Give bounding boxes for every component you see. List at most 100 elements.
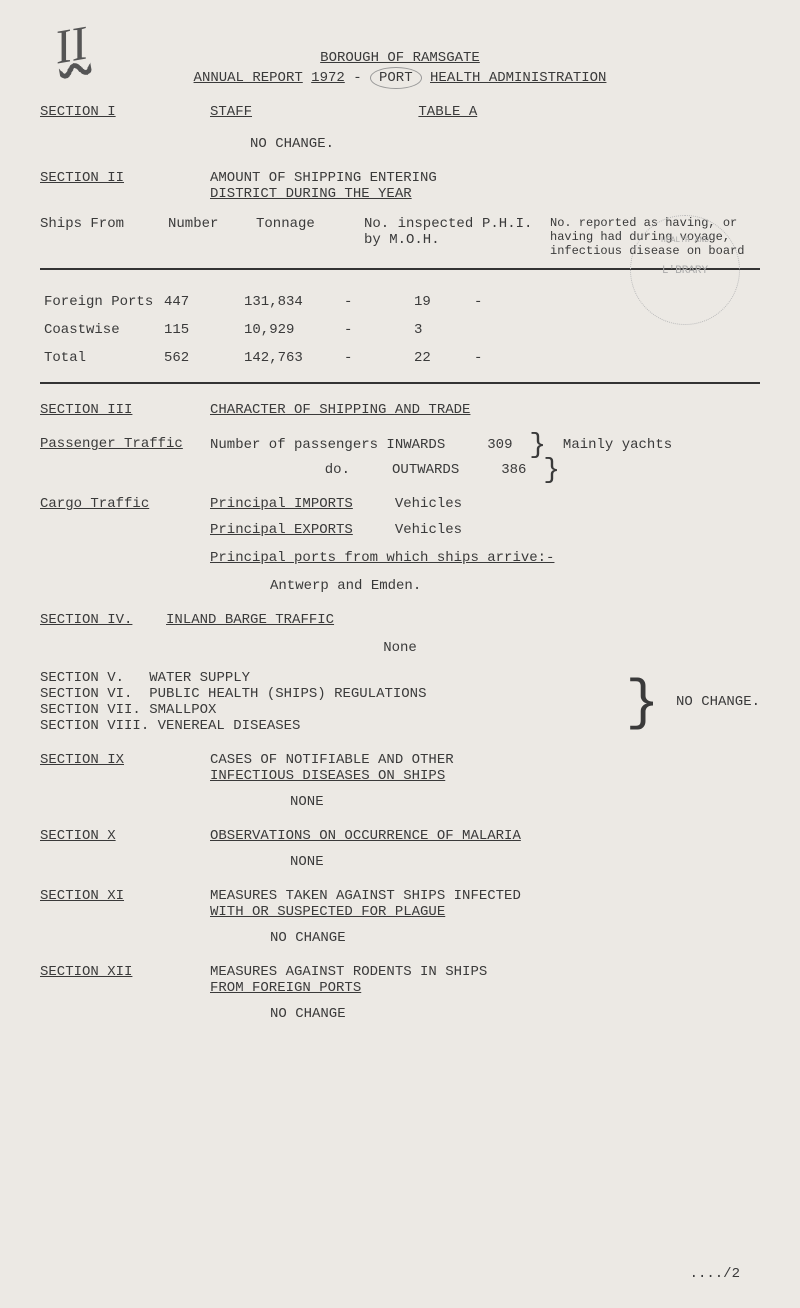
cell: 19 [410,288,470,316]
section-12: SECTION XII MEASURES AGAINST RODENTS IN … [40,964,760,1022]
dash: - [353,70,361,86]
sec2-heading: AMOUNT OF SHIPPING ENTERING [210,170,760,186]
cargo-traffic: Cargo Traffic [40,496,210,594]
section-10: SECTION X OBSERVATIONS ON OCCURRENCE OF … [40,828,760,870]
section-v: SECTION V. WATER SUPPLY [40,670,626,686]
section-1-body: STAFF TABLE A NO CHANGE. [210,104,760,152]
staff: STAFF [210,104,410,120]
ships-from: Ships From [40,216,160,258]
table-row: Total 562 142,763 - 22 - [40,344,760,372]
passenger-traffic: Passenger Traffic [40,436,210,478]
no-change-1: NO CHANGE. [250,136,760,152]
cell: Total [40,344,160,372]
sec11-h2: WITH OR SUSPECTED FOR PLAGUE [210,904,760,920]
outwards: OUTWARDS [392,462,459,478]
section-3-heading: CHARACTER OF SHIPPING AND TRADE [210,402,760,418]
passenger-body: Number of passengers INWARDS 309 } Mainl… [210,436,760,478]
none-4: None [40,640,760,656]
ships-number: Number [168,216,248,258]
table-row: Coastwise 115 10,929 - 3 [40,316,760,344]
sec-vii-text: SMALLPOX [149,702,216,718]
sec2-heading2: DISTRICT DURING THE YEAR [210,186,760,202]
sec-viii-text: VENEREAL DISEASES [158,718,301,734]
brace-icon: } [626,687,660,721]
cell: Foreign Ports [40,288,160,316]
vehicles-1: Vehicles [395,496,462,512]
section-10-label: SECTION X [40,828,210,870]
cargo-row: Cargo Traffic Principal IMPORTS Vehicles… [40,496,760,594]
cell: - [340,288,410,316]
sections-5-8: SECTION V. WATER SUPPLY SECTION VI. PUBL… [40,670,760,734]
cell: 447 [160,288,240,316]
section-11-label: SECTION XI [40,888,210,946]
vehicles-2: Vehicles [395,522,462,538]
sec10-h: OBSERVATIONS ON OCCURRENCE OF MALARIA [210,828,760,844]
document-header: BOROUGH OF RAMSGATE ANNUAL REPORT 1972 -… [40,50,760,86]
brace-icon: } [529,438,546,455]
cell: 3 [410,316,470,344]
cell: - [470,344,760,372]
section-2-label: SECTION II [40,170,210,202]
principal-imports: Principal IMPORTS [210,496,353,512]
cell: 562 [160,344,240,372]
year: 1972 [311,70,345,86]
health-admin: HEALTH ADMINISTRATION [430,70,606,86]
ships-phi: P.H.I. [482,216,542,258]
cell: - [340,344,410,372]
section-1-label: SECTION I [40,104,210,152]
none-12: NO CHANGE [270,1006,760,1022]
section-4-label: SECTION IV. [40,612,132,628]
annual-report: ANNUAL REPORT [194,70,303,86]
sec12-h: MEASURES AGAINST RODENTS IN SHIPS [210,964,760,980]
section-2-body: AMOUNT OF SHIPPING ENTERING DISTRICT DUR… [210,170,760,202]
none-10: NONE [290,854,760,870]
sec-vii-label: SECTION VII. [40,702,141,718]
section-9: SECTION IX CASES OF NOTIFIABLE AND OTHER… [40,752,760,810]
title-line-1: BOROUGH OF RAMSGATE [40,50,760,66]
stamp-mid: L'BRARY [631,264,739,278]
pass-out: 386 [501,462,526,478]
mainly-yachts: Mainly yachts [563,437,672,453]
divider [40,382,760,384]
section-9-label: SECTION IX [40,752,210,810]
antwerp: Antwerp and Emden. [270,578,760,594]
sec11-h: MEASURES TAKEN AGAINST SHIPS INFECTED [210,888,760,904]
section-3-label: SECTION III [40,402,210,418]
none-9: NONE [290,794,760,810]
ships-inspected: No. inspected by M.O.H. [364,216,474,258]
sec-vi-label: SECTION VI. [40,686,132,702]
section-4-heading: INLAND BARGE TRAFFIC [166,612,334,628]
principal-ports: Principal ports from which ships arrive:… [210,550,760,566]
section-vii: SECTION VII. SMALLPOX [40,702,626,718]
brace-icon: } [543,463,560,480]
ships-tonnage: Tonnage [256,216,356,258]
port-circled: PORT [370,67,422,89]
section-12-label: SECTION XII [40,964,210,1022]
sec-vi-text: PUBLIC HEALTH (SHIPS) REGULATIONS [149,686,426,702]
sec-viii-label: SECTION VIII. [40,718,149,734]
cell: 115 [160,316,240,344]
sec12-h2: FROM FOREIGN PORTS [210,980,760,996]
cell: 22 [410,344,470,372]
do: do. [210,462,350,478]
principal-exports: Principal EXPORTS [210,522,353,538]
cell: 131,834 [240,288,340,316]
none-11: NO CHANGE [270,930,760,946]
cell: 142,763 [240,344,340,372]
section-1-row: SECTION I STAFF TABLE A NO CHANGE. [40,104,760,152]
cell: - [340,316,410,344]
section-11: SECTION XI MEASURES TAKEN AGAINST SHIPS … [40,888,760,946]
cell: Coastwise [40,316,160,344]
section-vi: SECTION VI. PUBLIC HEALTH (SHIPS) REGULA… [40,686,626,702]
sec9-h: CASES OF NOTIFIABLE AND OTHER [210,752,760,768]
no-change-5-8: NO CHANGE. [676,694,760,710]
cell [470,316,760,344]
stamp-top: HEALTH AND [631,236,739,246]
title-line-2: ANNUAL REPORT 1972 - PORT HEALTH ADMINIS… [40,70,760,86]
sec-v-label: SECTION V. [40,670,124,686]
section-4: SECTION IV. INLAND BARGE TRAFFIC None [40,612,760,656]
cell: 10,929 [240,316,340,344]
passenger-row: Passenger Traffic Number of passengers I… [40,436,760,478]
section-3-row: SECTION III CHARACTER OF SHIPPING AND TR… [40,402,760,418]
section-viii: SECTION VIII. VENEREAL DISEASES [40,718,626,734]
